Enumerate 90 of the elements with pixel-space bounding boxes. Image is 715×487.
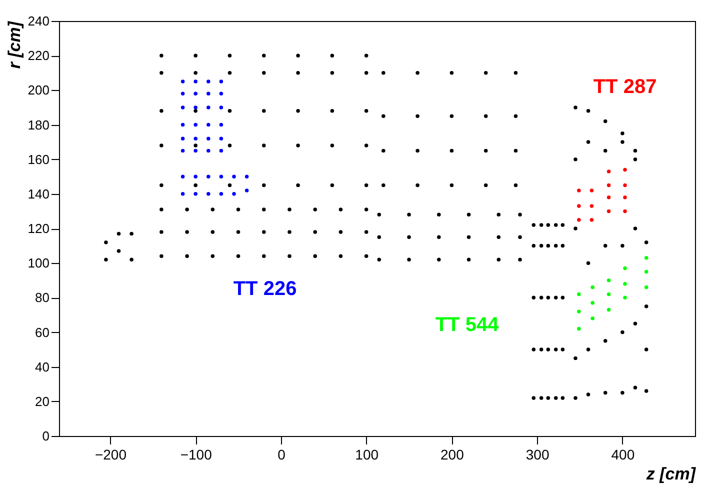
- point: [577, 310, 581, 314]
- point: [232, 174, 236, 178]
- point: [206, 148, 210, 153]
- x-tick-label: 200: [440, 446, 464, 462]
- y-tick-label: 140: [28, 186, 50, 202]
- point: [644, 270, 648, 274]
- point: [606, 308, 611, 312]
- point: [180, 192, 185, 196]
- point: [194, 148, 198, 153]
- point: [206, 192, 210, 196]
- point: [206, 92, 210, 96]
- x-tick-label: 300: [526, 446, 550, 462]
- point: [180, 136, 185, 140]
- x-tick-label: 100: [355, 446, 379, 462]
- y-tick-label: 200: [28, 82, 50, 98]
- point: [194, 136, 198, 140]
- y-tick-label: 100: [28, 256, 50, 271]
- point: [206, 80, 210, 84]
- point: [606, 292, 611, 296]
- annotation: TT 544: [435, 314, 500, 336]
- x-tick-label: −200: [94, 446, 127, 462]
- point: [577, 218, 581, 222]
- point: [623, 168, 627, 172]
- point: [219, 148, 224, 153]
- y-tick-label: 180: [28, 117, 50, 132]
- x-tick-label: 400: [611, 446, 635, 462]
- point: [590, 218, 594, 222]
- point: [590, 188, 594, 192]
- point: [206, 174, 210, 178]
- point: [180, 148, 185, 153]
- point: [590, 300, 594, 305]
- point: [194, 192, 198, 196]
- y-tick-label: 120: [28, 221, 50, 236]
- point: [180, 92, 185, 96]
- point: [644, 256, 648, 260]
- y-axis-title: r [cm]: [4, 20, 24, 69]
- y-tick-label: 80: [35, 290, 50, 306]
- point: [606, 170, 611, 174]
- point: [606, 196, 611, 200]
- point: [219, 80, 224, 84]
- point: [194, 80, 198, 84]
- point: [644, 285, 648, 290]
- y-tick-label: 20: [35, 394, 50, 409]
- point: [590, 285, 594, 290]
- point: [623, 282, 627, 286]
- point: [219, 122, 224, 127]
- point: [206, 122, 210, 127]
- point: [623, 266, 627, 270]
- point: [180, 174, 185, 178]
- point: [244, 188, 249, 192]
- point: [623, 209, 627, 214]
- point: [219, 136, 224, 140]
- point: [219, 192, 224, 196]
- y-tick-label: 60: [35, 324, 50, 340]
- point: [194, 174, 198, 178]
- y-tick-label: 0: [42, 428, 50, 444]
- point: [623, 183, 627, 188]
- point: [623, 196, 627, 200]
- point: [606, 183, 611, 188]
- x-tick-label: 0: [278, 446, 286, 462]
- point: [219, 92, 224, 96]
- point: [194, 92, 198, 96]
- point: [206, 106, 210, 110]
- point: [180, 122, 185, 127]
- point: [577, 326, 581, 331]
- point: [219, 174, 224, 178]
- point: [232, 192, 236, 196]
- point: [590, 316, 594, 320]
- point: [577, 204, 581, 208]
- point: [606, 278, 611, 282]
- point: [606, 209, 611, 214]
- annotation: TT 287: [593, 76, 657, 98]
- point: [219, 106, 224, 110]
- point: [244, 174, 249, 178]
- y-tick-label: 220: [28, 48, 50, 64]
- y-tick-label: 240: [28, 14, 50, 28]
- point: [206, 136, 210, 140]
- y-tick-label: 40: [35, 359, 50, 374]
- annotation: TT 226: [233, 278, 297, 300]
- point: [577, 188, 581, 192]
- point: [180, 106, 185, 110]
- y-tick-label: 160: [28, 152, 50, 167]
- x-axis-title: z [cm]: [645, 464, 697, 484]
- point: [577, 292, 581, 296]
- x-tick-label: −100: [180, 446, 212, 462]
- point: [194, 122, 198, 127]
- point: [623, 296, 627, 300]
- point: [590, 204, 594, 208]
- point: [194, 106, 198, 110]
- point: [180, 80, 185, 84]
